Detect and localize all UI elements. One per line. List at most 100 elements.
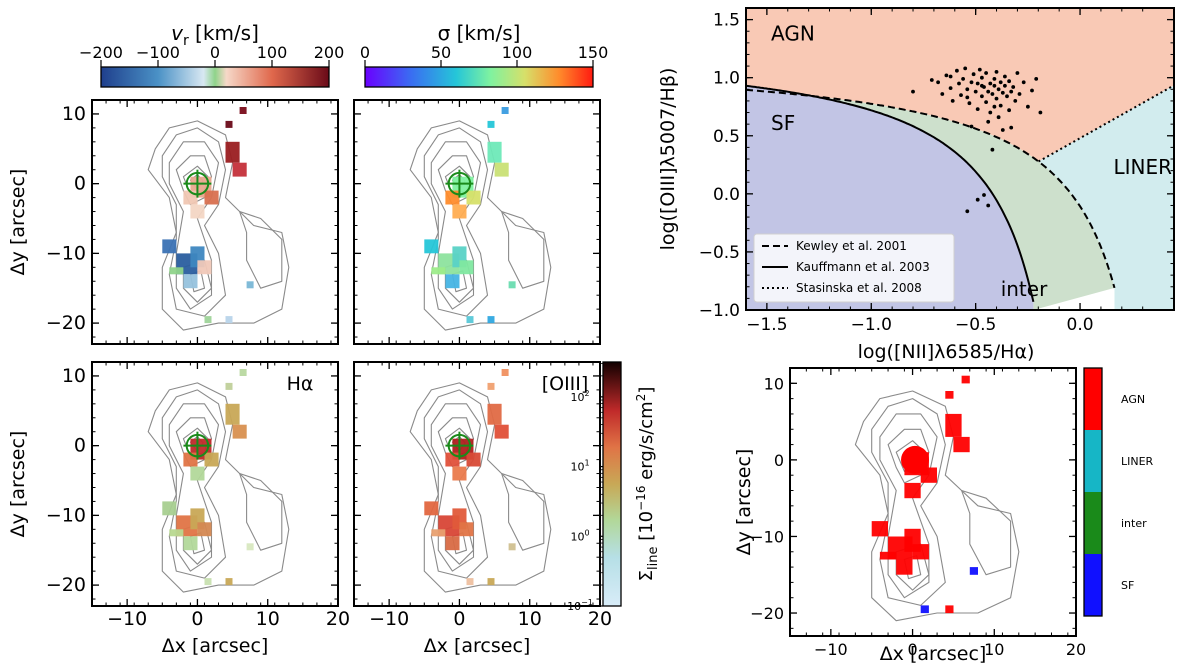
data-point — [1013, 99, 1018, 103]
contour-line — [501, 210, 545, 289]
emission-pixel — [494, 162, 509, 177]
emission-pixel — [501, 369, 509, 376]
y-axis-label: Δy [arcsec] — [733, 449, 755, 556]
data-point — [957, 81, 961, 86]
flux-colorbar — [602, 361, 622, 607]
emission-pixel — [204, 452, 219, 467]
x-axis-label: Δx [arcsec] — [162, 635, 269, 657]
y-tick-label: 10 — [62, 365, 86, 387]
contour-line — [423, 127, 489, 317]
panel-label-oiii: [OIII] — [542, 373, 589, 395]
y-tick-label: 10 — [62, 103, 86, 125]
flux-tick-label: 102 — [570, 389, 589, 404]
y-tick-label: −20 — [46, 574, 86, 596]
y-tick-label: −10 — [750, 527, 784, 546]
region-label-inter: inter — [1001, 277, 1048, 301]
emission-pixel — [871, 521, 888, 537]
emission-pixel — [445, 536, 460, 551]
bpt-y-tick-label: 0.0 — [713, 185, 740, 205]
text-part: line — [646, 547, 661, 570]
data-point — [986, 89, 991, 94]
map-frame — [91, 99, 339, 345]
x-tick-label: 10 — [984, 640, 1004, 659]
nucleus-marker — [445, 431, 474, 460]
y-tick-label: −20 — [750, 604, 784, 623]
emission-pixel — [232, 424, 247, 439]
emission-pixels — [162, 107, 254, 324]
flux-tick-label: 10−1 — [567, 598, 593, 613]
emission-pixel — [945, 413, 962, 437]
data-point — [996, 87, 1001, 92]
data-point — [994, 96, 999, 101]
dispersion-colorbar-title: σ [km/s] — [438, 21, 521, 45]
data-point — [1007, 108, 1011, 113]
text-part: v — [171, 21, 184, 45]
dispersion-tick-label: 100 — [502, 43, 533, 62]
emission-pixel — [204, 190, 219, 205]
emission-pixel — [487, 578, 495, 586]
emission-pixel — [232, 162, 247, 177]
data-point — [984, 100, 988, 104]
emission-pixel — [466, 316, 474, 324]
emission-pixel — [431, 267, 446, 275]
x-tick-label: 0 — [191, 608, 203, 630]
data-point — [1000, 128, 1005, 132]
contour-line — [961, 489, 1012, 576]
data-point — [990, 92, 995, 96]
region-inter — [746, 85, 1115, 310]
data-point — [990, 147, 995, 152]
y-tick-label: 0 — [74, 173, 86, 195]
emission-pixels — [424, 107, 516, 324]
emission-pixel — [945, 605, 954, 614]
x-tick-label: −10 — [107, 608, 147, 630]
emission-pixel — [190, 204, 205, 219]
emission-pixel — [225, 141, 240, 163]
map-axes: −10 0 10 20 10 0 −10 −20 — [750, 367, 1086, 659]
x-tick-label: −10 — [814, 640, 848, 659]
data-point — [944, 73, 949, 78]
region-label-sf: SF — [771, 111, 795, 135]
bpt-y-tick-label: 0.5 — [713, 127, 740, 147]
contour-line — [854, 390, 1020, 622]
velocity-colorbar-title: vr [km/s] — [171, 21, 259, 49]
data-point — [1026, 104, 1030, 109]
emission-pixel — [961, 375, 970, 384]
emission-pixel — [197, 260, 212, 275]
data-point — [1011, 85, 1016, 89]
data-point — [975, 81, 980, 86]
emission-pixel — [920, 467, 937, 483]
data-point — [973, 89, 978, 94]
velocity-colorbar — [100, 66, 330, 88]
data-point — [992, 77, 997, 81]
bpt-x-axis-label: log([NII]λ6585/Hα) — [858, 341, 1035, 363]
data-point — [982, 193, 986, 197]
map-frame — [789, 367, 1077, 637]
velocity-tick-label: 100 — [257, 43, 288, 62]
emission-pixel — [459, 522, 474, 537]
x-tick-label: 0 — [453, 608, 465, 630]
contour-line — [168, 141, 220, 310]
class-colorbar-label: LINER — [1121, 455, 1154, 468]
data-point — [1003, 83, 1007, 88]
emission-pixel — [183, 274, 198, 289]
data-point — [994, 70, 999, 74]
emission-pixel — [239, 369, 247, 376]
legend-label: Kauffmann et al. 2003 — [796, 260, 930, 274]
emission-pixel — [896, 559, 913, 575]
data-point — [955, 68, 959, 73]
emission-pixel — [431, 529, 446, 537]
text-part: 2 — [584, 389, 589, 398]
text-part: 10 — [570, 391, 584, 404]
emission-pixel — [494, 424, 509, 439]
y-axis-label: Δy [arcsec] — [7, 169, 29, 276]
velocity-tick-label: −200 — [79, 43, 123, 62]
emission-pixel — [487, 316, 495, 324]
text-part: −1 — [581, 598, 593, 607]
data-point — [992, 104, 997, 109]
data-point — [950, 99, 955, 103]
data-point — [1007, 79, 1011, 84]
class-colorbar-label: SF — [1121, 579, 1134, 592]
emission-pixel — [953, 436, 970, 453]
emission-pixel — [508, 543, 516, 551]
emission-pixel — [487, 403, 502, 425]
